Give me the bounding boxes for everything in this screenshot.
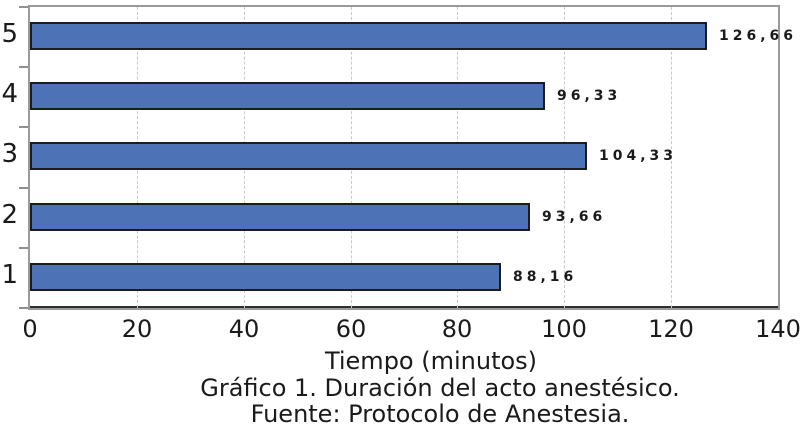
- gridline-120: [671, 7, 672, 308]
- bar-value-label-2: 93,66: [542, 209, 607, 225]
- plot-area: 126,66 96,33 104,33 93,66 88,16: [28, 5, 793, 310]
- bar-value-label-5: 126,66: [719, 28, 798, 44]
- x-tick-label-80: 80: [441, 315, 473, 343]
- x-tick-label-100: 100: [541, 315, 587, 343]
- y-axis-tick-5: [19, 307, 28, 309]
- x-tick-label-0: 0: [22, 315, 38, 343]
- x-tick-label-120: 120: [648, 315, 694, 343]
- y-axis-tick-4: [19, 247, 28, 249]
- y-axis-tick-2: [19, 126, 28, 128]
- chart-caption-source: Fuente: Protocolo de Anestesia.: [250, 400, 630, 426]
- x-tick-label-20: 20: [121, 315, 153, 343]
- x-tick-label-60: 60: [335, 315, 367, 343]
- bar-category-1: [30, 263, 501, 291]
- chart-caption-title: Gráfico 1. Duración del acto anestésico.: [200, 374, 680, 402]
- y-category-label-1: 1: [1, 260, 18, 290]
- x-axis-line: [30, 306, 778, 308]
- x-tick-label-140: 140: [755, 315, 800, 343]
- bar-category-3: [30, 142, 587, 170]
- x-axis-title: Tiempo (minutos): [324, 347, 538, 375]
- x-tick-label-40: 40: [228, 315, 260, 343]
- y-axis-tick-0: [19, 6, 28, 8]
- y-category-label-2: 2: [1, 200, 18, 230]
- y-category-label-5: 5: [1, 19, 18, 49]
- y-axis-tick-3: [19, 187, 28, 189]
- y-axis-tick-1: [19, 66, 28, 68]
- bar-category-5: [30, 22, 707, 50]
- bar-value-label-1: 88,16: [513, 269, 578, 285]
- bar-category-4: [30, 82, 545, 110]
- bar-value-label-4: 96,33: [557, 88, 622, 104]
- bar-category-2: [30, 203, 530, 231]
- y-category-label-4: 4: [1, 79, 18, 109]
- bar-value-label-3: 104,33: [599, 148, 678, 164]
- y-category-label-3: 3: [1, 139, 18, 169]
